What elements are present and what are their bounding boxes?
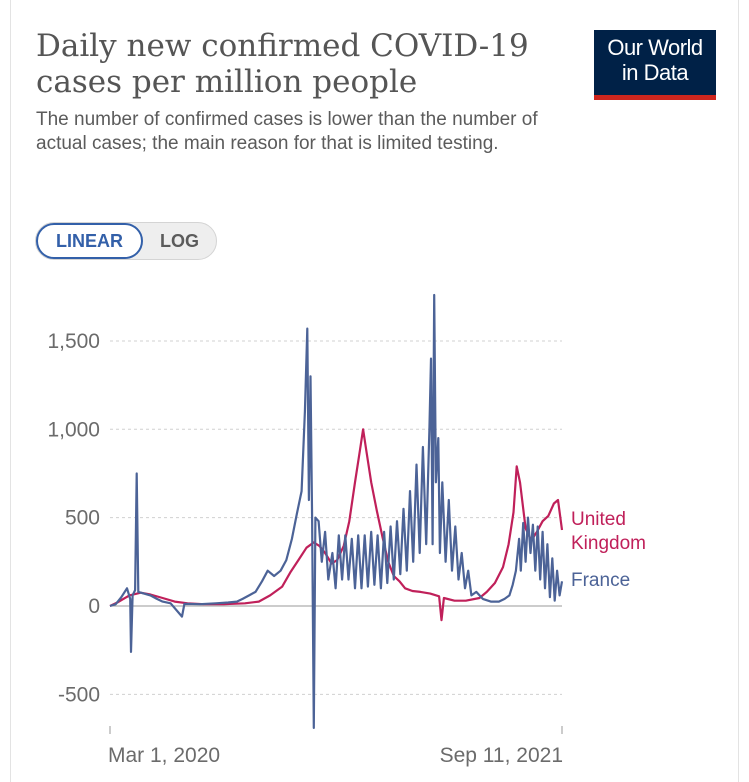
owid-logo[interactable]: Our World in Data xyxy=(594,30,716,100)
x-tick-label: Sep 11, 2021 xyxy=(440,744,563,767)
chart-title: Daily new confirmed COVID-19 cases per m… xyxy=(36,28,529,100)
linear-scale-button[interactable]: LINEAR xyxy=(36,223,143,259)
y-tick-label: 0 xyxy=(88,595,100,618)
logo-line-2: in Data xyxy=(621,60,689,85)
y-tick-label: 1,000 xyxy=(47,418,100,441)
chart-subtitle: The number of confirmed cases is lower t… xyxy=(36,109,538,154)
y-tick-label: 500 xyxy=(65,507,100,530)
x-tick-label: Mar 1, 2020 xyxy=(108,744,220,767)
logo-line-1: Our World xyxy=(607,35,703,60)
scale-toggle: LINEAR LOG xyxy=(35,222,217,260)
series-label: United xyxy=(571,509,626,530)
log-scale-button[interactable]: LOG xyxy=(160,231,199,251)
chart-card xyxy=(10,0,739,782)
y-tick-label: -500 xyxy=(58,683,100,706)
series-label: Kingdom xyxy=(571,533,646,554)
series-line-united-kingdom xyxy=(109,428,564,622)
y-tick-label: 1,500 xyxy=(47,330,100,353)
series-line-france xyxy=(109,293,564,730)
series-label: France xyxy=(571,570,630,591)
